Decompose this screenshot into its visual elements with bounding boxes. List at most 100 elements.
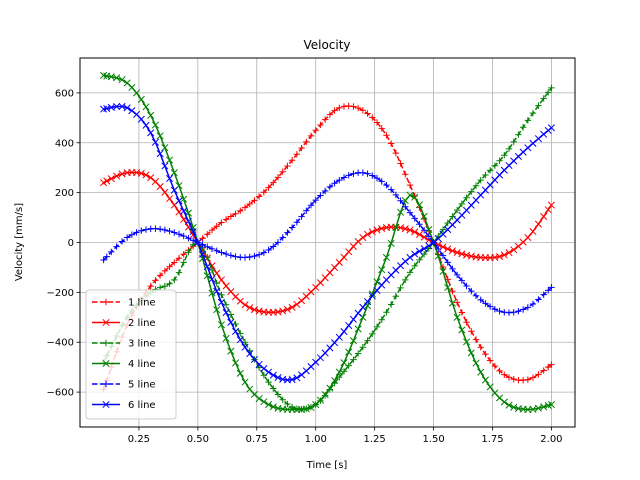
series-6-marker: [180, 207, 188, 215]
series-5-marker: [468, 287, 475, 295]
series-3-marker: [524, 117, 532, 124]
series-5-marker: [364, 170, 371, 177]
series-2-marker: [283, 305, 291, 314]
x-tick-label: 1.75: [481, 434, 503, 445]
series-6-marker: [213, 287, 221, 295]
series-5-marker: [279, 234, 286, 241]
series-1-marker: [227, 213, 235, 220]
series-4-marker: [236, 369, 244, 377]
series-6-marker: [547, 124, 555, 132]
series-4-marker: [458, 326, 466, 334]
series-3-marker: [270, 385, 277, 392]
series-5-marker: [519, 306, 527, 313]
x-axis: 0.25 0.50 0.75 1.00 1.25 1.50 1.75 2.00: [128, 427, 563, 445]
series-1-marker: [171, 259, 178, 266]
series-1-marker: [246, 200, 253, 208]
series-5-marker: [100, 256, 107, 264]
y-tick-label: 400: [55, 138, 74, 149]
series-1-marker: [387, 140, 395, 147]
series-5-marker: [453, 271, 461, 279]
series-5-marker: [397, 197, 404, 204]
series-3-marker: [373, 323, 381, 331]
series-4-marker: [477, 368, 485, 376]
series-5-marker: [535, 296, 542, 303]
series-4-marker: [255, 394, 263, 403]
series-2-marker: [250, 306, 258, 314]
y-axis-label: Velocity [mm/s]: [14, 203, 25, 281]
series-3-marker: [416, 256, 423, 264]
series-4: [100, 71, 555, 414]
series-6-marker: [222, 309, 230, 317]
series-3-marker: [496, 157, 503, 164]
series-1-marker: [491, 362, 499, 370]
series-6-marker: [420, 245, 428, 253]
series-4-marker: [467, 349, 475, 357]
series-6-marker: [293, 374, 301, 382]
series-1-marker: [535, 371, 542, 378]
series-4-marker: [156, 132, 164, 140]
series-3-marker: [171, 276, 178, 284]
legend-entry: 4 line: [92, 359, 156, 370]
series-4-marker: [415, 201, 423, 209]
series-3-marker: [458, 200, 466, 208]
series-3-marker: [486, 167, 494, 174]
series-4-marker: [397, 208, 405, 216]
series-6-marker: [288, 376, 296, 384]
series-6-marker: [430, 238, 438, 247]
series-1-marker: [288, 157, 296, 164]
series-5-marker: [545, 287, 552, 294]
series-3-marker: [535, 102, 542, 109]
series-3-marker: [340, 368, 348, 375]
series-1-marker: [298, 144, 305, 152]
series-6-marker: [260, 365, 268, 373]
series-3-marker: [402, 276, 409, 284]
series-1-marker: [331, 107, 338, 114]
series-5-marker: [317, 192, 324, 199]
series-6-marker: [274, 374, 282, 382]
series-3-marker: [463, 194, 470, 201]
series-5-marker: [340, 174, 348, 181]
series-4-marker: [260, 398, 268, 406]
series-1-marker: [326, 111, 334, 118]
series-4-marker: [335, 368, 343, 376]
series-2-marker: [236, 297, 244, 305]
legend-entry: 2 line: [92, 318, 156, 329]
series-1-marker: [449, 288, 456, 295]
series-5-marker: [477, 296, 484, 304]
series-1-marker: [505, 374, 513, 381]
series-4-marker: [425, 225, 433, 234]
series-4-marker: [368, 290, 376, 298]
x-tick-label: 1.25: [364, 434, 386, 445]
legend: 1 line 2 line 3 line 4 line 5 line 6 line: [85, 289, 177, 420]
series-6-marker: [265, 368, 273, 376]
series-2-marker: [534, 220, 542, 228]
legend-marker-sample: [102, 318, 110, 327]
series-3-marker: [166, 280, 173, 287]
series-4-marker: [232, 359, 240, 367]
series-5-marker: [312, 196, 319, 204]
series-5-marker: [265, 246, 272, 254]
series-4-marker: [170, 169, 178, 177]
series-5-marker: [251, 252, 258, 260]
series-1-marker: [156, 272, 164, 279]
series-3-marker: [501, 152, 508, 159]
series-3-marker: [444, 219, 451, 227]
series-4-marker: [113, 74, 121, 82]
series-2-marker: [547, 201, 555, 209]
series-4-line: [103, 74, 552, 411]
series-6-marker: [364, 298, 372, 306]
series-5-marker: [510, 309, 517, 316]
series-1-line: [102, 105, 552, 390]
series-5-marker: [373, 174, 381, 182]
series-2-marker: [415, 230, 423, 238]
series-2-marker: [241, 301, 249, 309]
series-2-marker: [500, 251, 508, 259]
y-tick-label: 0: [68, 238, 74, 249]
y-tick-label: −400: [47, 338, 74, 349]
series-5-marker: [435, 245, 442, 253]
series-2-marker: [401, 225, 409, 233]
series-3-marker: [482, 171, 489, 179]
series-4-marker: [534, 404, 542, 412]
series-6-marker: [241, 343, 249, 351]
series-3-marker: [411, 262, 418, 270]
